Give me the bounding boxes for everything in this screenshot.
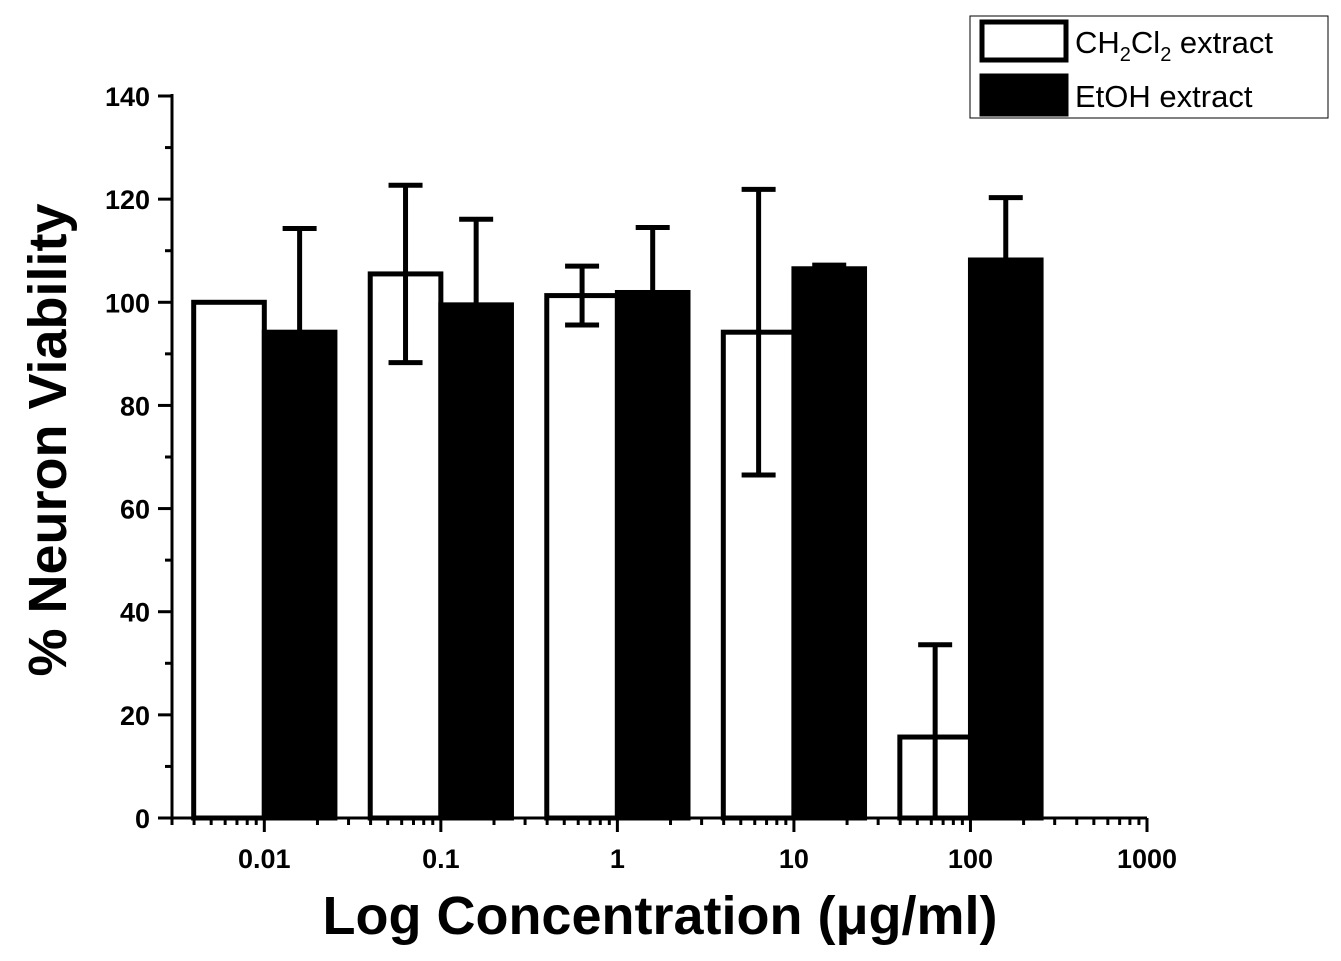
y-tick-label: 120 <box>105 185 150 215</box>
legend-label-etoh: EtOH extract <box>1075 79 1253 114</box>
bar-etoh <box>261 329 338 821</box>
x-tick-label: 0.01 <box>238 844 291 874</box>
legend-swatch-ch2cl2 <box>979 19 1069 63</box>
x-tick-label: 1 <box>610 844 625 874</box>
bar-etoh <box>438 302 514 821</box>
x-tick-label: 10 <box>779 844 809 874</box>
x-tick-label: 0.1 <box>422 844 460 874</box>
y-tick-label: 100 <box>105 288 150 318</box>
ticks: 0 20 40 60 80 100 120 140 0.01 0.1 1 10 100 1000 <box>105 82 1177 874</box>
y-axis-title: % Neuron Viability <box>18 203 78 676</box>
bar-etoh <box>967 257 1044 821</box>
legend-label-ch2cl2: CH2Cl2 extract <box>1075 25 1273 66</box>
bar-ch2cl2 <box>544 293 620 821</box>
y-tick-label: 60 <box>120 495 150 525</box>
bar-etoh <box>791 266 868 821</box>
x-tick-label: 100 <box>948 844 993 874</box>
bar-etoh <box>614 289 691 821</box>
x-tick-label: 1000 <box>1117 844 1177 874</box>
bar-ch2cl2 <box>191 299 267 821</box>
y-tick-label: 40 <box>120 598 150 628</box>
y-tick-label: 20 <box>120 701 150 731</box>
legend-swatch-etoh <box>979 73 1069 117</box>
x-axis-title: Log Concentration (μg/ml) <box>323 886 998 946</box>
legend: CH2Cl2 extract EtOH extract <box>969 15 1329 119</box>
bars <box>191 182 1044 821</box>
y-tick-label: 80 <box>120 391 150 421</box>
y-tick-label: 140 <box>105 82 150 112</box>
y-tick-label: 0 <box>135 804 150 834</box>
